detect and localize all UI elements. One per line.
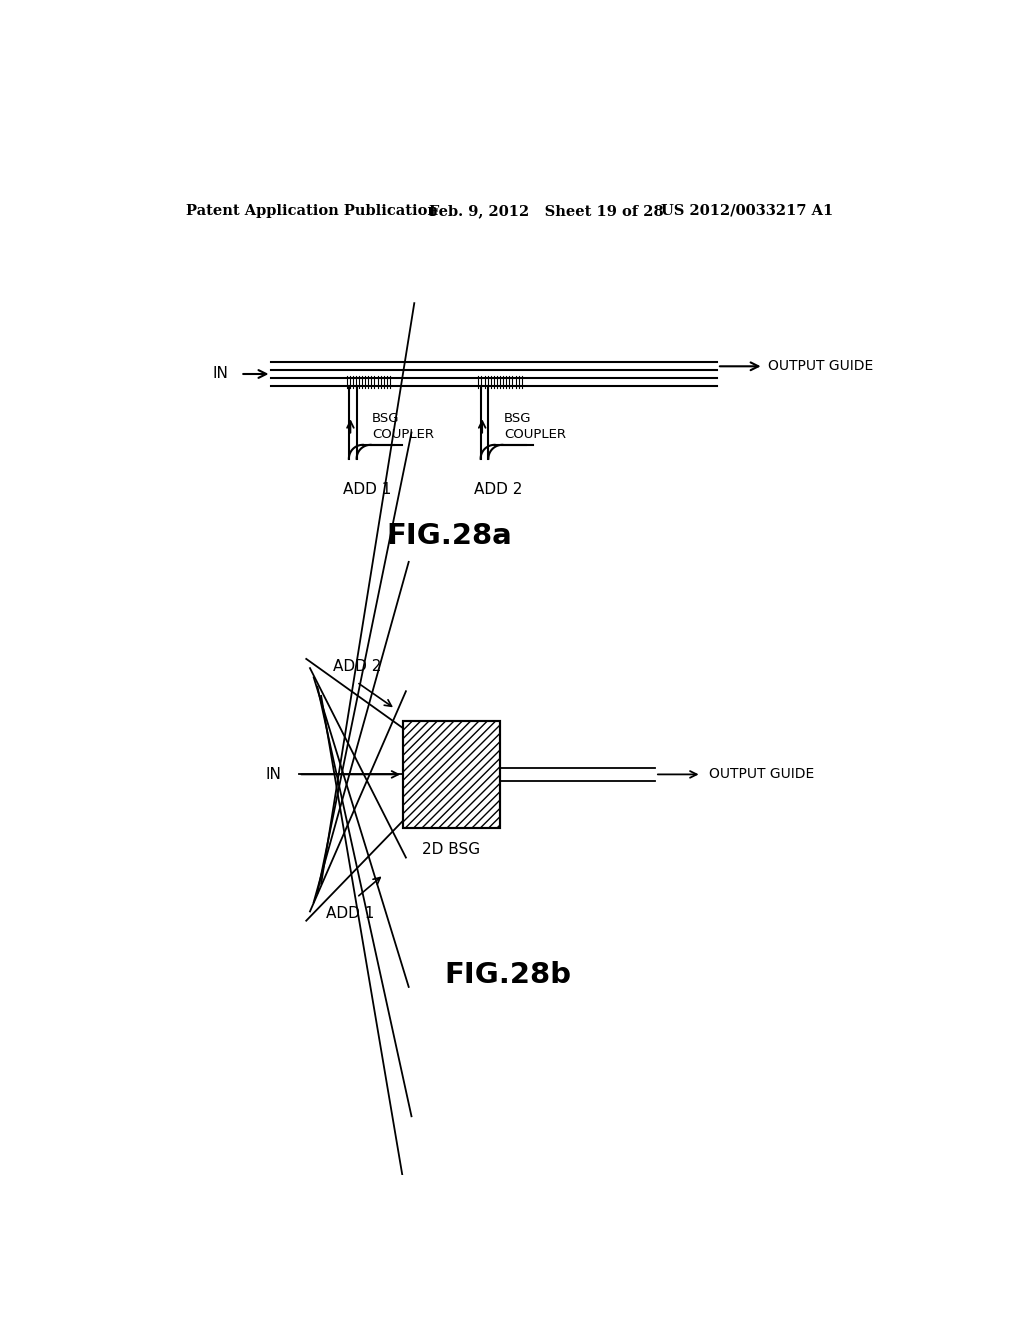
Text: Feb. 9, 2012   Sheet 19 of 28: Feb. 9, 2012 Sheet 19 of 28 xyxy=(429,203,664,218)
Text: ADD 1: ADD 1 xyxy=(343,482,391,498)
Bar xyxy=(403,721,500,829)
Text: Patent Application Publication: Patent Application Publication xyxy=(186,203,438,218)
Bar xyxy=(403,721,500,829)
Text: ADD 1: ADD 1 xyxy=(326,906,374,920)
Bar xyxy=(403,721,500,829)
Text: OUTPUT GUIDE: OUTPUT GUIDE xyxy=(768,359,873,374)
Text: IN: IN xyxy=(265,767,282,781)
Text: BSG
COUPLER: BSG COUPLER xyxy=(372,412,434,441)
Text: BSG
COUPLER: BSG COUPLER xyxy=(504,412,566,441)
Text: 2D BSG: 2D BSG xyxy=(423,842,480,857)
Text: ADD 2: ADD 2 xyxy=(334,659,382,675)
Text: FIG.28a: FIG.28a xyxy=(387,521,512,549)
Text: FIG.28b: FIG.28b xyxy=(444,961,571,989)
Text: ADD 2: ADD 2 xyxy=(474,482,523,498)
Text: IN: IN xyxy=(213,367,228,381)
Text: OUTPUT GUIDE: OUTPUT GUIDE xyxy=(710,767,814,781)
Text: US 2012/0033217 A1: US 2012/0033217 A1 xyxy=(662,203,834,218)
